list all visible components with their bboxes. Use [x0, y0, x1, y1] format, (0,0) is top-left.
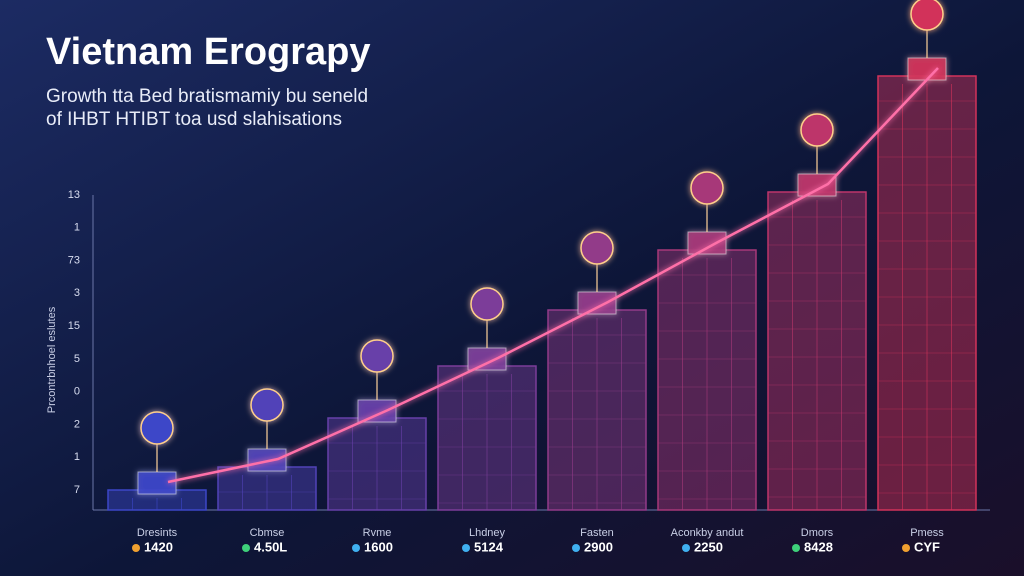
axis-label: Prcontrbnhoel eslutes	[46, 306, 58, 413]
column-label: Rvme	[363, 527, 392, 539]
y-tick-label: 0	[74, 386, 80, 398]
column-label: Dmors	[801, 527, 834, 539]
subtitle: of IHBT HTIBT toa usd slahisations	[46, 109, 342, 130]
figure-dot	[352, 544, 360, 552]
column-label: Cbmse	[250, 527, 285, 539]
bar-cap	[577, 291, 617, 315]
icon	[470, 287, 504, 321]
column-figure: 5124	[474, 539, 504, 554]
figure-dot	[792, 544, 800, 552]
y-tick-label: 1	[74, 451, 80, 463]
trend-line	[167, 67, 939, 484]
icon	[140, 411, 174, 445]
bar-cap	[247, 448, 287, 472]
figure-dot	[902, 544, 910, 552]
column-figure: 8428	[804, 539, 833, 554]
column-label: Dresints	[137, 527, 178, 539]
column-label: Lhdney	[469, 527, 506, 539]
figure-dot	[462, 544, 470, 552]
column-figure: 2900	[584, 539, 613, 554]
bar-cap	[687, 231, 727, 255]
y-tick-label: 2	[74, 418, 80, 430]
y-tick-label: 3	[74, 287, 80, 299]
y-tick-label: 1	[74, 222, 80, 234]
subtitle: Growth tta Bed bratismamiy bu seneld	[46, 86, 368, 107]
column-figure: 1420	[144, 539, 173, 554]
column-figure: CYF	[914, 539, 940, 554]
icon	[360, 339, 394, 373]
icon	[580, 231, 614, 265]
y-tick-label: 13	[68, 189, 80, 201]
icon	[910, 0, 944, 31]
column-label: Aconkby andut	[671, 527, 744, 539]
bar-cap	[137, 471, 177, 495]
bar-cap	[357, 399, 397, 423]
icon	[250, 388, 284, 422]
column-label: Fasten	[580, 527, 614, 539]
icon	[690, 171, 724, 205]
title: Vietnam Erograpy	[46, 31, 371, 73]
y-tick-label: 73	[68, 254, 80, 266]
column-label: Pmess	[910, 527, 944, 539]
column-figure: 2250	[694, 539, 723, 554]
figure-dot	[132, 544, 140, 552]
figure-dot	[572, 544, 580, 552]
bar-cap	[797, 173, 837, 197]
figure-dot	[242, 544, 250, 552]
y-tick-label: 5	[74, 353, 80, 365]
column-figure: 1600	[364, 539, 393, 554]
bar-cap	[467, 347, 507, 371]
y-tick-label: 7	[74, 484, 80, 496]
bar-cap	[907, 57, 947, 81]
icon	[800, 113, 834, 147]
figure-dot	[682, 544, 690, 552]
column-figure: 4.50L	[254, 539, 287, 554]
y-tick-label: 15	[68, 320, 80, 332]
